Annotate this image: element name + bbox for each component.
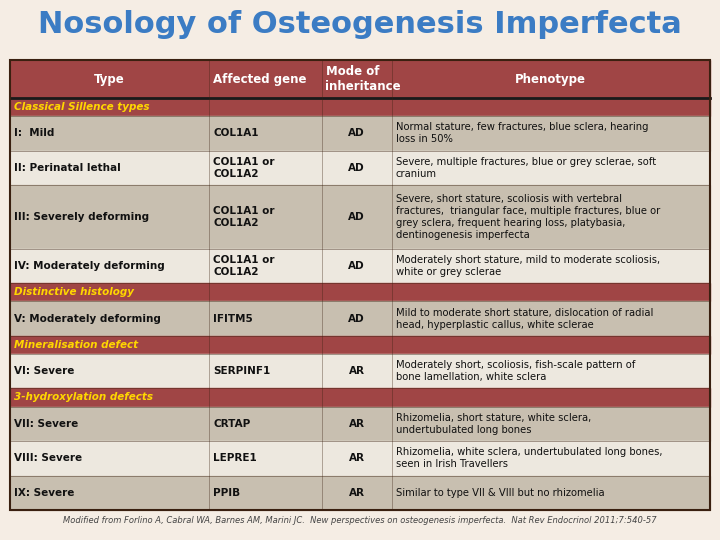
Text: I:  Mild: I: Mild <box>14 129 55 138</box>
Text: LEPRE1: LEPRE1 <box>214 453 257 463</box>
Bar <box>10 185 710 248</box>
Bar <box>10 336 710 354</box>
Text: AR: AR <box>348 453 364 463</box>
Text: AD: AD <box>348 212 365 222</box>
Text: Mineralisation defect: Mineralisation defect <box>14 340 138 350</box>
Text: 3-hydroxylation defects: 3-hydroxylation defects <box>14 393 153 402</box>
Bar <box>10 60 710 510</box>
Bar <box>10 151 710 185</box>
Text: PPIB: PPIB <box>214 488 240 498</box>
Text: Type: Type <box>94 72 125 85</box>
Bar <box>10 354 710 388</box>
Text: III: Severely deforming: III: Severely deforming <box>14 212 149 222</box>
Bar <box>10 98 710 116</box>
Bar <box>10 301 710 336</box>
Text: IV: Moderately deforming: IV: Moderately deforming <box>14 261 165 271</box>
Text: AR: AR <box>348 419 364 429</box>
Text: Phenotype: Phenotype <box>516 72 586 85</box>
Text: IX: Severe: IX: Severe <box>14 488 74 498</box>
Text: AD: AD <box>348 163 365 173</box>
Text: Severe, multiple fractures, blue or grey sclerae, soft
cranium: Severe, multiple fractures, blue or grey… <box>395 157 656 179</box>
Bar <box>10 388 710 407</box>
Text: Classical Sillence types: Classical Sillence types <box>14 102 150 112</box>
Text: IFITM5: IFITM5 <box>214 314 253 323</box>
Bar <box>10 60 710 98</box>
Bar <box>10 407 710 441</box>
Text: Mode of
inheritance: Mode of inheritance <box>325 65 401 93</box>
Text: Rhizomelia, white sclera, undertubulated long bones,
seen in Irish Travellers: Rhizomelia, white sclera, undertubulated… <box>395 447 662 469</box>
Text: COL1A1: COL1A1 <box>214 129 259 138</box>
Text: AD: AD <box>348 314 365 323</box>
Text: COL1A1 or
COL1A2: COL1A1 or COL1A2 <box>214 255 275 276</box>
Text: COL1A1 or
COL1A2: COL1A1 or COL1A2 <box>214 157 275 179</box>
Text: COL1A1 or
COL1A2: COL1A1 or COL1A2 <box>214 206 275 228</box>
Bar <box>10 116 710 151</box>
Text: Modified from Forlino A, Cabral WA, Barnes AM, Marini JC.  New perspectives on o: Modified from Forlino A, Cabral WA, Barn… <box>63 516 657 525</box>
Text: AR: AR <box>348 366 364 376</box>
Text: Normal stature, few fractures, blue sclera, hearing
loss in 50%: Normal stature, few fractures, blue scle… <box>395 123 648 144</box>
Text: Nosology of Osteogenesis Imperfecta: Nosology of Osteogenesis Imperfecta <box>38 10 682 39</box>
Text: Moderately short stature, mild to moderate scoliosis,
white or grey sclerae: Moderately short stature, mild to modera… <box>395 255 660 277</box>
Text: AD: AD <box>348 129 365 138</box>
Text: V: Moderately deforming: V: Moderately deforming <box>14 314 161 323</box>
Text: SERPINF1: SERPINF1 <box>214 366 271 376</box>
Bar <box>10 441 710 476</box>
Bar <box>10 476 710 510</box>
Text: Severe, short stature, scoliosis with vertebral
fractures,  triangular face, mul: Severe, short stature, scoliosis with ve… <box>395 194 660 240</box>
Text: Affected gene: Affected gene <box>214 72 307 85</box>
Bar <box>10 248 710 283</box>
Text: Moderately short, scoliosis, fish-scale pattern of
bone lamellation, white scler: Moderately short, scoliosis, fish-scale … <box>395 360 635 382</box>
Text: Similar to type VII & VIII but no rhizomelia: Similar to type VII & VIII but no rhizom… <box>395 488 604 498</box>
Text: Rhizomelia, short stature, white sclera,
undertubulated long bones: Rhizomelia, short stature, white sclera,… <box>395 413 590 435</box>
Bar <box>10 283 710 301</box>
Text: VII: Severe: VII: Severe <box>14 419 78 429</box>
Text: VIII: Severe: VIII: Severe <box>14 453 82 463</box>
Text: Distinctive histology: Distinctive histology <box>14 287 134 297</box>
Text: AR: AR <box>348 488 364 498</box>
Text: Mild to moderate short stature, dislocation of radial
head, hyperplastic callus,: Mild to moderate short stature, dislocat… <box>395 307 653 329</box>
Text: AD: AD <box>348 261 365 271</box>
Text: VI: Severe: VI: Severe <box>14 366 74 376</box>
Text: CRTAP: CRTAP <box>214 419 251 429</box>
Text: II: Perinatal lethal: II: Perinatal lethal <box>14 163 121 173</box>
